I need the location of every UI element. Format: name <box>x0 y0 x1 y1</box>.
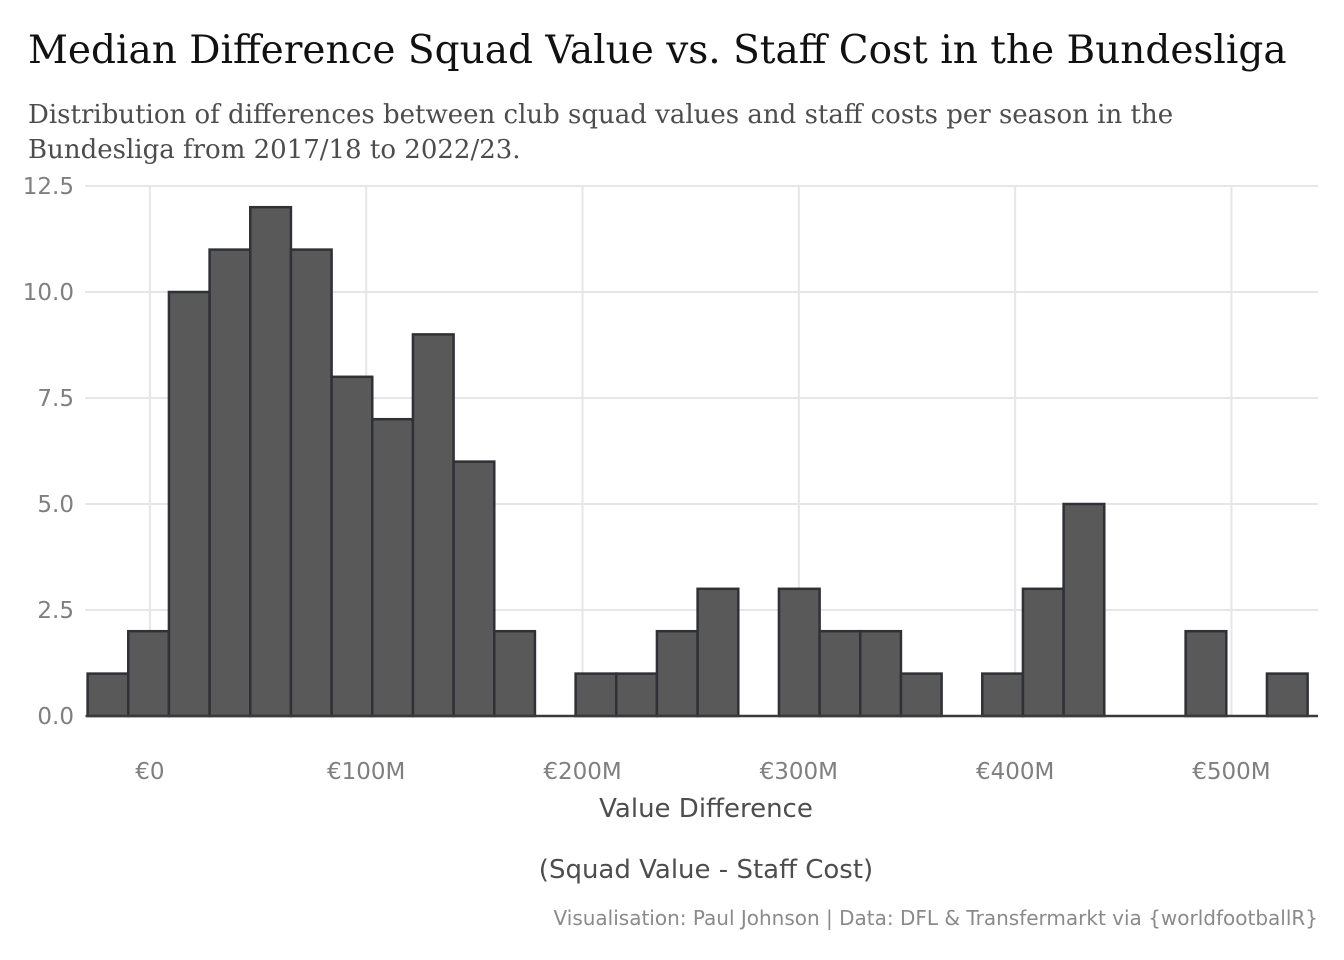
histogram-bar <box>452 460 496 718</box>
histogram-bar <box>371 417 415 718</box>
histogram-bar <box>330 375 374 718</box>
y-tick-label: 0.0 <box>37 704 74 730</box>
histogram-bar <box>981 672 1025 718</box>
y-tick-label: 2.5 <box>37 598 74 624</box>
histogram-bar <box>615 672 659 718</box>
histogram-bar <box>655 629 699 718</box>
x-tick-label: €300M <box>760 759 838 785</box>
y-tick-label: 7.5 <box>37 386 74 412</box>
histogram-bar <box>574 672 618 718</box>
histogram-bar <box>1062 502 1106 718</box>
histogram-bar <box>1184 629 1228 718</box>
histogram-bar <box>249 205 293 718</box>
histogram-bar <box>167 290 211 718</box>
x-tick-label: €500M <box>1192 759 1270 785</box>
y-tick-label: 12.5 <box>23 174 74 200</box>
histogram-bar <box>859 629 903 718</box>
histogram-bar <box>493 629 537 718</box>
x-tick-label: €100M <box>327 759 405 785</box>
x-axis-title-line-2: (Squad Value - Staff Cost) <box>539 855 873 885</box>
x-axis-ticks: €0 €100M €200M €300M €400M €500M <box>135 759 1270 785</box>
y-axis-ticks: 0.0 2.5 5.0 7.5 10.0 12.5 <box>23 174 74 730</box>
y-tick-label: 10.0 <box>23 280 74 306</box>
histogram-bar <box>1265 672 1309 718</box>
histogram-bar <box>289 248 333 718</box>
histogram-bar <box>127 629 171 718</box>
chart-caption: Visualisation: Paul Johnson | Data: DFL … <box>553 906 1318 930</box>
x-tick-label: €0 <box>135 759 164 785</box>
histogram-bar <box>86 672 130 718</box>
histogram-bar <box>696 587 740 718</box>
histogram-bar <box>899 672 943 718</box>
chart-title: Median Difference Squad Value vs. Staff … <box>28 28 1287 73</box>
histogram-bar <box>777 587 821 718</box>
x-axis-title-line-1: Value Difference <box>599 794 813 824</box>
x-tick-label: €200M <box>543 759 621 785</box>
histogram-bar <box>1021 587 1065 718</box>
y-tick-label: 5.0 <box>37 492 74 518</box>
x-tick-label: €400M <box>976 759 1054 785</box>
histogram-bar <box>208 248 252 718</box>
histogram-bars <box>86 205 1309 718</box>
histogram-bar <box>818 629 862 718</box>
chart-subtitle: Distribution of differences between club… <box>28 100 1174 165</box>
histogram-bar <box>411 333 455 718</box>
